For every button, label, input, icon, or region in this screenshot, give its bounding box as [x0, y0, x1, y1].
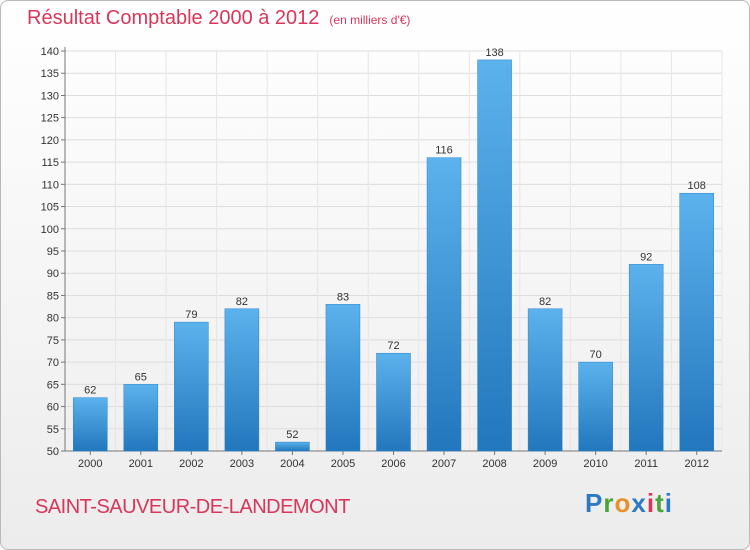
- y-tick-label: 115: [41, 157, 59, 169]
- y-tick-label: 80: [47, 313, 59, 325]
- x-tick-label: 2002: [179, 458, 203, 470]
- logo-letter: i: [664, 488, 673, 518]
- bar-value-label: 83: [337, 291, 349, 303]
- proxiti-logo: Proxiti: [585, 488, 673, 519]
- logo-letter: P: [585, 488, 604, 518]
- bar-2000: [73, 397, 108, 452]
- location-name: SAINT-SAUVEUR-DE-LANDEMONT: [35, 496, 350, 518]
- logo-letter: o: [614, 488, 632, 518]
- x-tick-label: 2008: [482, 458, 506, 470]
- bar-2007: [426, 157, 462, 452]
- bar-2006: [376, 352, 411, 452]
- x-tick-label: 2010: [583, 458, 607, 470]
- bar-2005: [325, 304, 361, 452]
- y-tick-label: 140: [41, 46, 59, 58]
- y-tick-label: 90: [47, 268, 59, 280]
- y-tick-label: 70: [47, 357, 59, 369]
- bars: [73, 59, 714, 452]
- y-tick-label: 55: [47, 424, 59, 436]
- y-tick-label: 75: [47, 335, 59, 347]
- bar-2003: [224, 308, 260, 452]
- chart-title: Résultat Comptable 2000 à 2012: [27, 7, 320, 29]
- bar-2004: [275, 441, 310, 452]
- bar-2010: [578, 361, 613, 452]
- x-tick-label: 2006: [381, 458, 405, 470]
- x-tick-label: 2003: [230, 458, 254, 470]
- x-tick-label: 2009: [533, 458, 557, 470]
- bar-2008: [477, 59, 512, 452]
- bar-value-label: 82: [539, 296, 551, 308]
- y-tick-label: 65: [47, 379, 59, 391]
- y-tick-label: 135: [41, 68, 59, 80]
- bar-value-label: 52: [286, 429, 298, 441]
- bar-2002: [174, 321, 209, 452]
- y-tick-label: 85: [47, 290, 59, 302]
- x-tick-label: 2001: [129, 458, 153, 470]
- x-tick-label: 2005: [331, 458, 355, 470]
- labels: 62 2000 65 2001 79 2002 82 2003 52 2004 83 2005 72 20…: [78, 47, 709, 470]
- x-tick-label: 2012: [684, 458, 708, 470]
- bar-2012: [679, 192, 714, 452]
- bar-value-label: 62: [84, 385, 96, 397]
- y-tick-label: 120: [41, 135, 59, 147]
- y-tick-label: 100: [41, 224, 59, 236]
- bar-value-label: 108: [688, 180, 706, 192]
- bar-2011: [628, 264, 664, 452]
- x-tick-label: 2004: [280, 458, 304, 470]
- bar-value-label: 138: [485, 47, 503, 59]
- x-tick-label: 2007: [432, 458, 456, 470]
- y-tick-label: 125: [41, 113, 59, 125]
- y-tick-label: 105: [41, 202, 59, 214]
- logo-letter: t: [655, 488, 665, 518]
- bar-value-label: 92: [640, 251, 652, 263]
- logo-letter: r: [603, 488, 615, 518]
- bar-2001: [123, 384, 159, 452]
- bar-value-label: 82: [236, 296, 248, 308]
- y-tick-label: 130: [41, 90, 59, 102]
- bar-value-label: 116: [435, 145, 453, 157]
- bar-value-label: 72: [387, 340, 399, 352]
- logo-letter: i: [646, 488, 656, 518]
- y-tick-label: 50: [47, 446, 59, 458]
- bar-2009: [527, 308, 563, 452]
- y-tick-label: 95: [47, 246, 59, 258]
- chart-subtitle: (en milliers d'€): [329, 13, 411, 27]
- x-tick-label: 2011: [634, 458, 658, 470]
- y-tick-label: 60: [47, 402, 59, 414]
- logo-letter: x: [631, 488, 647, 518]
- y-tick-label: 110: [41, 179, 59, 191]
- x-tick-label: 2000: [78, 458, 102, 470]
- bar-value-label: 65: [135, 371, 147, 383]
- bar-value-label: 70: [590, 349, 602, 361]
- bar-value-label: 79: [185, 309, 197, 321]
- chart-title-block: Résultat Comptable 2000 à 2012 (en millie…: [27, 7, 410, 30]
